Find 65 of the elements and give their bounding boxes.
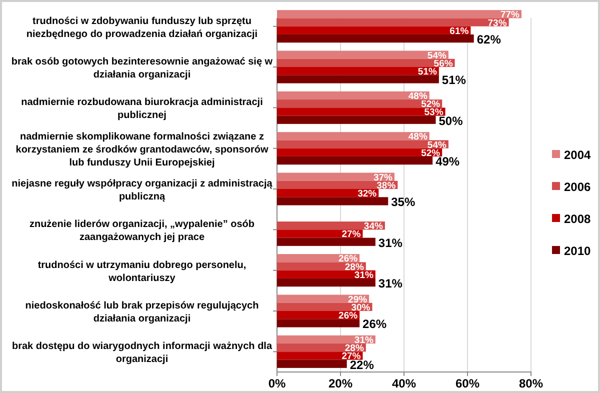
x-tick-label: 60% (455, 376, 480, 391)
data-label: 48% (408, 90, 428, 102)
data-label: 31% (378, 276, 403, 291)
y-tick-label: znużenie liderów organizacji, „wypalenie” osób zaangażowanych jej prace (29, 219, 255, 244)
data-label: 26% (338, 310, 358, 322)
bar (277, 58, 455, 67)
bar (277, 116, 436, 124)
bar (277, 230, 363, 238)
y-tick-label: nadmiernie skomplikowane formalności związane z korzystaniem ze środków grantodawców, sponsorów lub funduszy Unii Europejskiej (16, 131, 268, 168)
bar (277, 132, 430, 140)
bar (277, 238, 376, 246)
data-label: 73% (488, 18, 508, 29)
data-label: 61% (450, 26, 470, 37)
bar (277, 34, 474, 43)
data-label: 34% (364, 221, 384, 232)
y-tick-label: trudności w zdobywaniu funduszy lub sprzętu niezbędnego do prowadzenia działań organizacji (26, 16, 258, 40)
legend-label: 2006 (564, 180, 592, 194)
data-label: 38% (376, 180, 396, 192)
x-tick-label: 20% (328, 376, 353, 391)
legend-label: 2008 (564, 212, 592, 226)
bar (277, 75, 439, 84)
bar (277, 156, 433, 165)
y-tick-label: brak osób gotowych bezinteresownie angażować się w działania organizacji (11, 56, 273, 80)
y-tick-label: niedoskonałość lub brak przepisów regulujących działania organizacji (25, 300, 259, 324)
y-tick-label: niejasne reguły współpracy organizacji z administracją publiczną (12, 178, 273, 202)
data-label: 32% (358, 188, 378, 200)
x-tick-label: 80% (518, 376, 544, 391)
bar (277, 100, 442, 108)
data-label: 56% (434, 58, 454, 70)
bar (277, 172, 394, 181)
data-label: 51% (418, 66, 438, 78)
bar (277, 26, 471, 34)
bar (277, 360, 347, 368)
bar (277, 50, 448, 59)
bar (277, 278, 376, 287)
data-label: 31% (378, 236, 403, 250)
bar (277, 140, 448, 148)
x-tick-label: 0% (268, 376, 286, 391)
data-label: 50% (438, 114, 464, 128)
data-label: 31% (354, 270, 374, 281)
data-label: 27% (342, 229, 362, 240)
data-label: 31% (354, 334, 374, 346)
data-label: 35% (391, 195, 416, 210)
data-label: 26% (362, 317, 387, 332)
bar (277, 91, 430, 100)
data-label: 30% (351, 302, 371, 314)
bar (277, 10, 522, 18)
bar (277, 197, 388, 206)
y-tick-label: nadmiernie rozbudowana biurokracja administracji publicznej (21, 97, 264, 122)
bar (277, 319, 360, 328)
bar (277, 294, 370, 303)
bar (277, 352, 363, 360)
legend-label: 2010 (564, 244, 592, 258)
bar (277, 67, 439, 76)
y-tick-label: trudności w utrzymaniu dobrego personelu, wolontariuszy (38, 260, 246, 284)
legend-label: 2004 (564, 148, 592, 162)
bar (277, 262, 366, 270)
y-tick-label: brak dostępu do wiarygodnych informacji ważnych dla organizacji (12, 341, 272, 366)
data-label: 51% (442, 73, 466, 88)
data-label: 48% (408, 132, 428, 143)
data-label: 62% (476, 32, 502, 47)
bar (277, 108, 446, 116)
x-tick-label: 40% (392, 376, 416, 391)
bar (277, 148, 442, 156)
bar (277, 18, 509, 26)
